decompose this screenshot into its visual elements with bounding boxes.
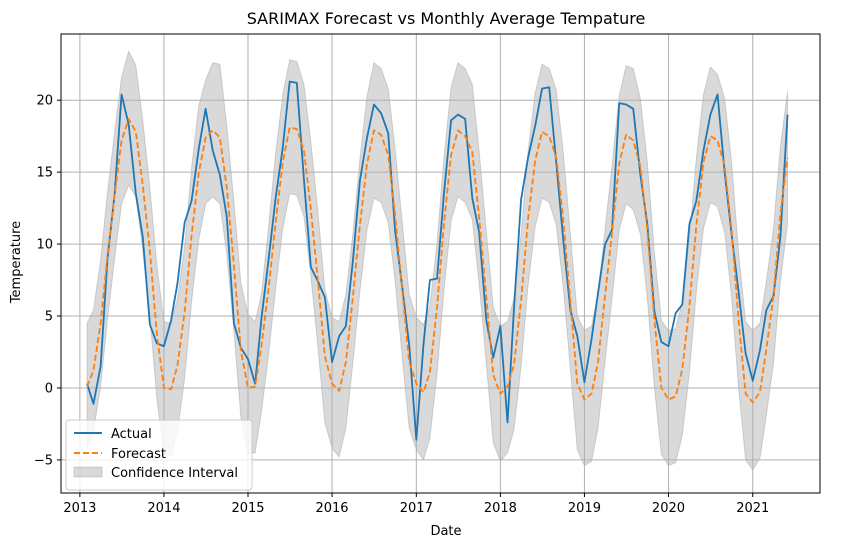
x-tick-label: 2017 xyxy=(400,501,433,516)
y-tick-layer: −5 0 5 10 15 20 xyxy=(34,94,61,468)
x-tick-label: 2014 xyxy=(147,501,180,516)
confidence-interval-band xyxy=(86,49,789,471)
legend-box xyxy=(65,419,253,491)
legend-ci-swatch xyxy=(73,466,103,478)
y-tick-label: 15 xyxy=(36,166,53,181)
series-line-actual xyxy=(86,80,789,441)
x-tick-label: 2013 xyxy=(63,501,96,516)
series-layer xyxy=(86,80,789,441)
legend-actual-label: Actual xyxy=(111,427,152,442)
y-tick-label: −5 xyxy=(34,453,53,468)
y-tick-label: 10 xyxy=(36,238,53,253)
x-tick-label: 2016 xyxy=(315,501,348,516)
x-tick-layer: 2013 2014 2015 2016 2017 2018 2019 2020 2021 xyxy=(63,493,769,516)
series-line-forecast xyxy=(86,117,789,404)
x-tick-label: 2021 xyxy=(736,501,769,516)
y-axis-title: Temperature xyxy=(9,221,24,304)
x-tick-label: 2015 xyxy=(231,501,264,516)
y-tick-label: 20 xyxy=(36,94,53,109)
confidence-interval-layer xyxy=(86,49,789,471)
x-tick-label: 2019 xyxy=(568,501,601,516)
y-tick-label: 0 xyxy=(45,381,53,396)
legend-forecast-label: Forecast xyxy=(111,447,166,462)
x-axis-title: Date xyxy=(430,524,461,539)
legend: Actual Forecast Confidence Interval xyxy=(65,419,253,491)
plot-frame xyxy=(60,33,821,494)
legend-ci-label: Confidence Interval xyxy=(111,466,238,481)
y-tick-label: 5 xyxy=(45,310,53,325)
x-tick-label: 2020 xyxy=(652,501,685,516)
chart-title: SARIMAX Forecast vs Monthly Average Temp… xyxy=(247,9,646,28)
x-tick-label: 2018 xyxy=(484,501,517,516)
